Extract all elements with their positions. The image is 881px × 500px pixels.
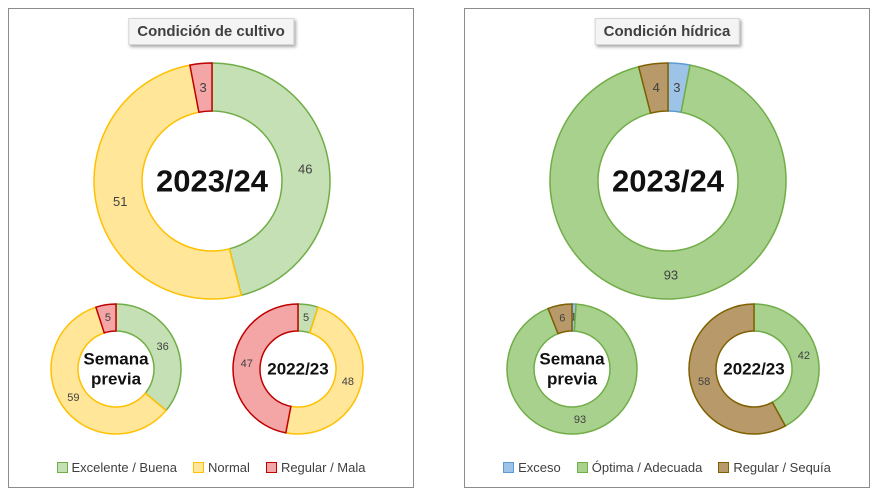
legend-swatch (265, 462, 277, 473)
center-label: 2022/23 (723, 360, 784, 379)
donut-slice (93, 64, 243, 300)
data-label: 51 (113, 194, 127, 209)
crop-condition-panel: Condición de cultivo 46 51 3 2023/24 36 59 5 Se… (8, 8, 414, 488)
data-label: 1 (571, 312, 577, 324)
legend-swatch (193, 462, 205, 473)
legend-item-sequia: Regular / Sequía (718, 460, 831, 475)
legend-swatch (503, 462, 515, 473)
legend-label: Exceso (518, 460, 561, 475)
center-label: Semana (83, 350, 149, 369)
donut-chart: 5 48 47 2022/23 (232, 303, 364, 435)
center-label: Semana (539, 350, 605, 369)
legend-item-regular: Regular / Mala (265, 460, 366, 475)
data-label: 3 (673, 80, 680, 95)
donut-slice (753, 303, 820, 427)
legend-label: Regular / Sequía (733, 460, 831, 475)
donut-slice (94, 303, 117, 334)
data-label: 5 (105, 312, 111, 324)
water-condition-panel: Condición hídrica 3 93 4 2023/24 1 93 6 Semana p… (464, 8, 870, 488)
chart-legend: Exceso Óptima / Adecuada Regular / Sequí… (465, 460, 869, 475)
center-label: previa (547, 369, 598, 388)
center-label: 2022/23 (267, 360, 328, 379)
data-label: 6 (559, 312, 565, 324)
data-label: 4 (653, 80, 660, 95)
data-label: 58 (698, 376, 710, 388)
donut-chart: 3 93 4 2023/24 (549, 62, 787, 300)
donut-slice (232, 303, 299, 434)
legend-label: Regular / Mala (280, 460, 366, 475)
donut-chart: 42 58 2022/23 (688, 303, 820, 435)
panel-title: Condición hídrica (594, 18, 740, 45)
data-label: 59 (67, 392, 79, 404)
data-label: 48 (342, 376, 354, 388)
legend-label: Excelente / Buena (71, 460, 178, 475)
donut-slice (637, 62, 669, 115)
data-label: 36 (156, 341, 168, 353)
legend-label: Óptima / Adecuada (591, 460, 703, 475)
chart-legend: Excelente / Buena Normal Regular / Mala (9, 460, 413, 475)
center-label: 2023/24 (156, 164, 269, 199)
data-label: 42 (798, 350, 810, 362)
legend-item-normal: Normal (193, 460, 250, 475)
legend-item-exceso: Exceso (503, 460, 561, 475)
legend-swatch (576, 462, 588, 473)
data-label: 5 (303, 312, 309, 324)
data-label: 93 (574, 414, 586, 426)
legend-item-optima: Óptima / Adecuada (576, 460, 703, 475)
data-label: 3 (200, 80, 207, 95)
legend-swatch (718, 462, 730, 473)
legend-label: Normal (208, 460, 250, 475)
center-label: previa (91, 369, 142, 388)
donut-slice (115, 303, 182, 412)
legend-swatch (56, 462, 68, 473)
data-label: 46 (298, 162, 312, 177)
donut-slice (189, 62, 213, 114)
donut-slice (688, 303, 787, 435)
legend-item-excelente: Excelente / Buena (56, 460, 178, 475)
donut-slice (211, 62, 331, 297)
center-label: 2023/24 (612, 164, 725, 199)
donut-slice (50, 306, 168, 435)
donut-chart: 46 51 3 2023/24 (93, 62, 331, 300)
data-label: 93 (664, 267, 678, 282)
data-label: 47 (241, 358, 253, 370)
panel-title: Condición de cultivo (128, 18, 294, 45)
donut-slice (506, 303, 638, 435)
donut-slice (284, 306, 364, 435)
donut-slice (547, 303, 573, 335)
donut-slice (549, 64, 787, 300)
